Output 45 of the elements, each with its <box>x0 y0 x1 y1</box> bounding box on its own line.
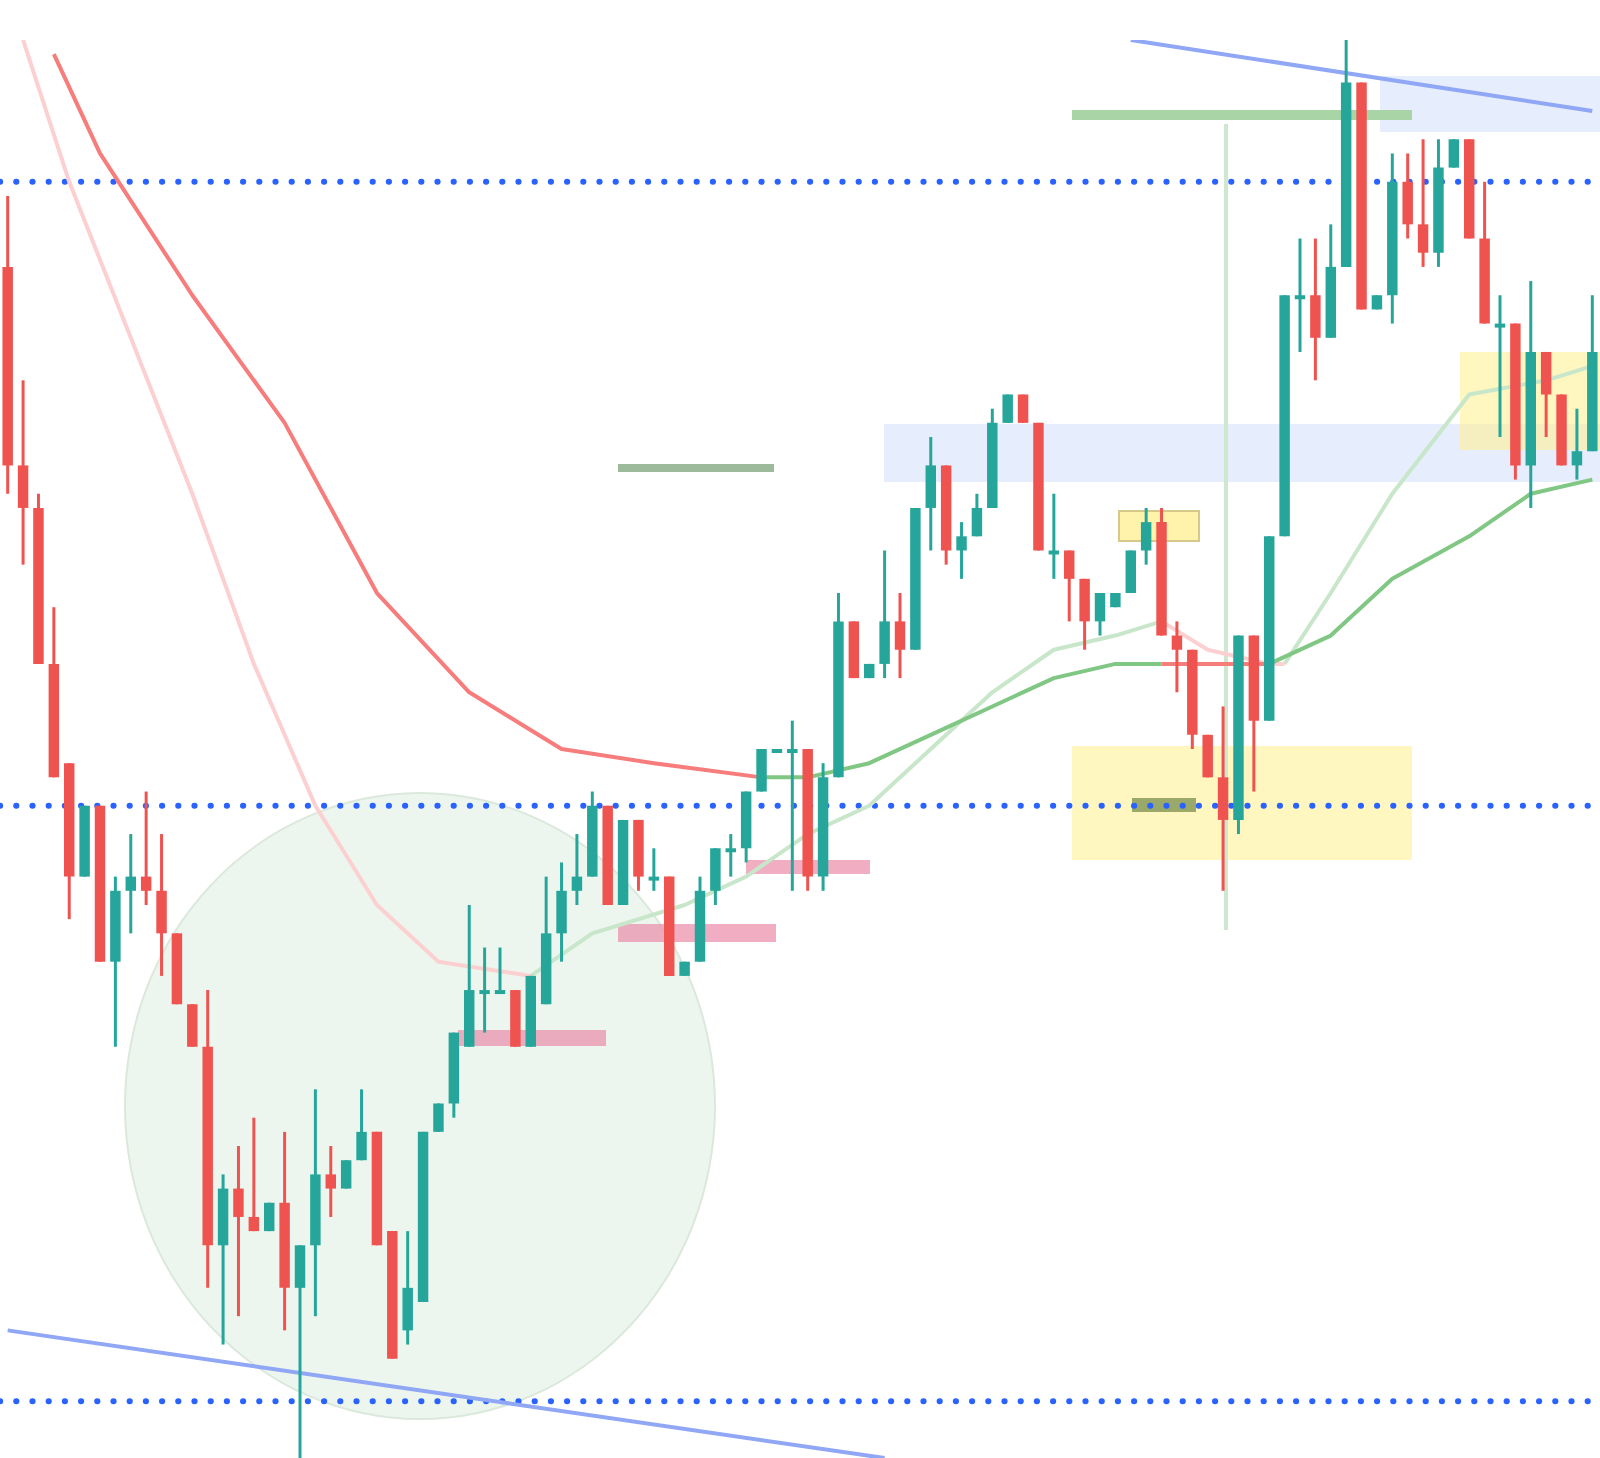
candlestick <box>1171 619 1183 694</box>
candlestick <box>1310 237 1321 382</box>
candlestick <box>1125 548 1136 595</box>
candlestick <box>556 860 567 964</box>
candlestick <box>1540 350 1552 439</box>
candlestick <box>479 946 490 1035</box>
candlestick <box>756 747 767 794</box>
candlestick <box>248 1116 260 1233</box>
candlestick <box>1402 151 1413 241</box>
candlestick <box>894 591 906 680</box>
candlestick <box>325 1144 336 1219</box>
candlestick <box>1048 492 1060 581</box>
candlestick <box>648 846 660 893</box>
candlestick <box>1094 591 1106 638</box>
candlestick <box>1217 704 1229 893</box>
candlestick <box>494 946 506 995</box>
candlestick <box>710 846 721 907</box>
candlestick <box>140 790 152 907</box>
candlestick <box>1002 393 1013 425</box>
candlestick <box>1494 293 1506 439</box>
candlestick <box>17 378 29 567</box>
candlestick <box>433 1102 444 1134</box>
candlestick <box>187 1002 198 1049</box>
candlestick <box>233 1144 244 1318</box>
candlestick <box>1294 237 1306 354</box>
candlestick <box>1064 548 1075 623</box>
candlestick <box>340 1158 352 1191</box>
candlestick <box>1571 407 1583 482</box>
candlestick <box>571 832 583 907</box>
candlestick <box>879 548 890 680</box>
candlestick <box>725 832 736 879</box>
candlestick <box>294 1243 306 1458</box>
candlestick <box>1448 137 1460 170</box>
candlestick <box>1417 137 1429 269</box>
candlestick <box>787 719 798 893</box>
candlestick <box>1140 506 1152 567</box>
candlestick <box>125 832 136 935</box>
candlestick <box>956 520 967 581</box>
candlestick <box>1017 393 1029 425</box>
candlestick <box>356 1087 367 1162</box>
candlestick <box>156 832 167 978</box>
candlestick <box>925 435 936 552</box>
candlestick <box>1079 577 1090 652</box>
candlestick <box>971 492 983 538</box>
candlestick <box>402 1229 413 1347</box>
